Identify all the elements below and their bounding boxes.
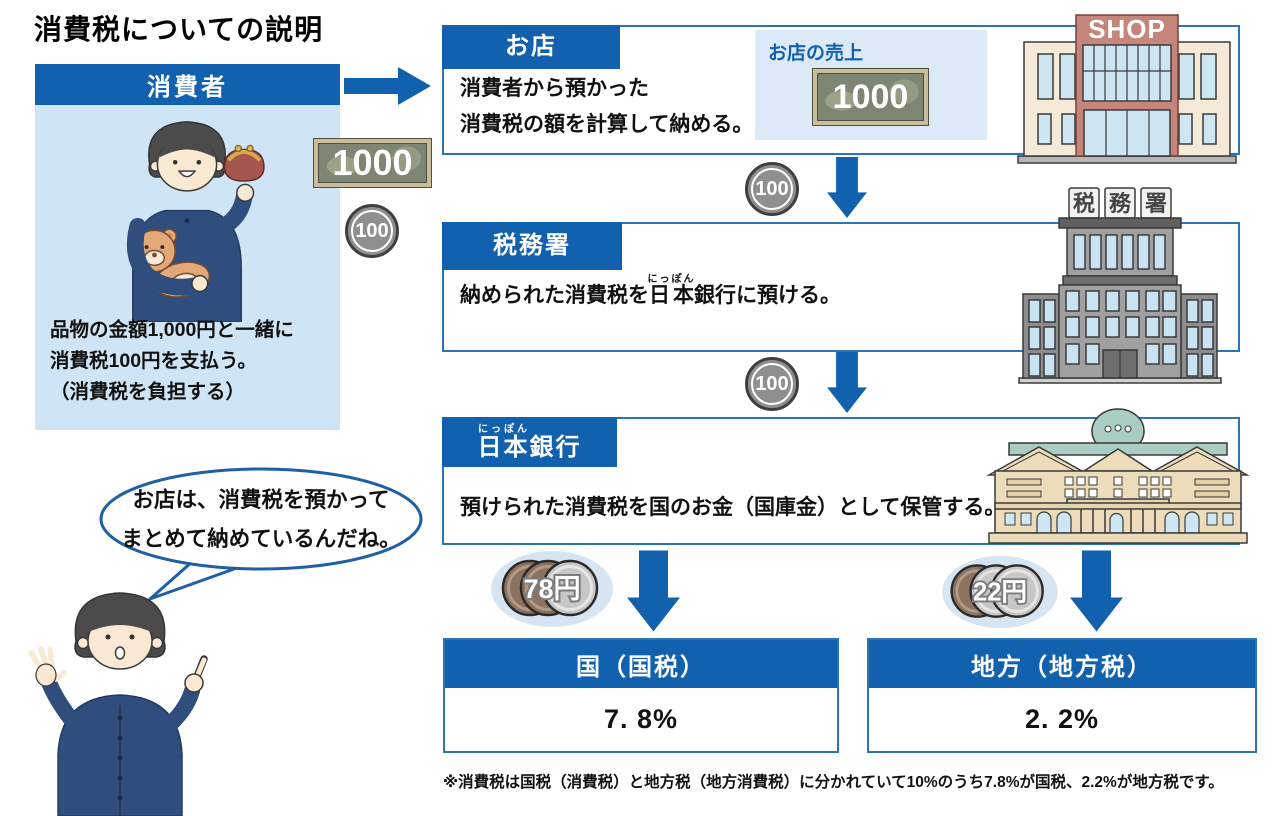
shop-building-illustration: SHOP (1017, 14, 1237, 164)
taxoffice-sign-char: 税 (1073, 191, 1095, 216)
consumer-person-illustration (126, 121, 265, 322)
boj-building-illustration (986, 408, 1250, 544)
coin-100-shop-to-taxoffice: 100 (745, 162, 799, 216)
speech-bubble (99, 467, 423, 601)
shop-sales-label: お店の売上 (768, 43, 864, 64)
coin-100-value: 100 (755, 177, 789, 200)
coin-100-taxoffice-to-boj: 100 (745, 357, 799, 411)
sales-banknote-1000-value: 1000 (817, 73, 924, 121)
arrow-boj-to-national (627, 550, 680, 632)
consumer-description-line: 消費税100円を支払う。 (50, 350, 257, 372)
boj-ruby: 日本にっぽん (477, 424, 530, 461)
arrow-shop-to-taxoffice (827, 157, 867, 218)
coin-100: 100 (345, 204, 399, 258)
taxoffice-sign-char: 務 (1109, 191, 1132, 216)
consumer-panel-header: 消費者 (35, 64, 340, 105)
boj-header-text: 銀行 (529, 433, 582, 461)
coins-22yen-value: 22円 (973, 579, 1027, 607)
consumer-description: 品物の金額1,000円と一緒に 消費税100円を支払う。 （消費税を負担する） (50, 315, 294, 408)
ruby-furigana: にっぽん (647, 274, 696, 285)
local-tax-rate: 2. 2% (1024, 704, 1100, 734)
taxoffice-building-illustration: 税 務 署 (1018, 187, 1222, 384)
speech-bubble-line: お店は、消費税を預かって (132, 488, 390, 512)
taxoffice-description-text: 納められた消費税を (460, 284, 649, 307)
arrow-boj-to-local (1070, 550, 1123, 632)
shop-description-line: 消費税の額を計算して納める。 (460, 113, 754, 136)
taxoffice-sign-char: 署 (1144, 191, 1167, 216)
local-tax-box: 地方（地方税） 2. 2% (867, 638, 1257, 753)
ruby-base: 日本 (477, 433, 530, 461)
local-tax-header: 地方（地方税） (869, 640, 1255, 688)
banknote-1000: 1000 (313, 138, 432, 188)
taxoffice-ruby: 日本にっぽん (647, 274, 696, 307)
taxoffice-description: 納められた消費税を日本にっぽん銀行に預ける。 (460, 274, 841, 309)
coin-100-value: 100 (355, 219, 389, 242)
coins-22yen: 22円 (942, 555, 1058, 629)
consumer-description-line: （消費税を負担する） (50, 381, 246, 403)
national-tax-rate: 7. 8% (603, 704, 679, 734)
national-tax-box: 国（国税） 7. 8% (443, 638, 839, 753)
national-tax-header: 国（国税） (445, 640, 837, 688)
sales-banknote-1000: 1000 (812, 68, 929, 126)
arrow-taxoffice-to-boj (827, 352, 867, 413)
coins-78yen: 78円 (491, 551, 613, 627)
pointing-person-illustration (28, 592, 208, 816)
shop-sales-panel: お店の売上 1000 (755, 30, 987, 140)
shop-building-sign: SHOP (1088, 14, 1166, 44)
coin-purse-illustration (223, 144, 265, 182)
shop-panel-header: お店 (442, 25, 620, 69)
shop-description-line: 消費者から預かった (460, 77, 649, 100)
coins-78yen-value: 78円 (523, 574, 580, 604)
speech-bubble-text: お店は、消費税を預かって まとめて納めているんだね。 (106, 481, 416, 559)
shop-description: 消費者から預かった 消費税の額を計算して納める。 (460, 71, 753, 143)
coin-100-value: 100 (755, 372, 789, 395)
taxoffice-description-text: 銀行に預ける。 (694, 284, 841, 307)
page-title: 消費税についての説明 (34, 14, 324, 45)
ruby-base: 日本 (647, 284, 696, 307)
footnote: ※消費税は国税（消費税）と地方税（地方消費税）に分かれていて10%のうち7.8%… (443, 774, 1224, 791)
consumer-panel: 消費者 (35, 64, 340, 430)
banknote-1000-value: 1000 (318, 142, 427, 183)
boj-panel-header: 日本にっぽん銀行 (442, 417, 617, 467)
consumer-description-line: 品物の金額1,000円と一緒に (50, 319, 294, 341)
boj-description: 預けられた消費税を国のお金（国庫金）として保管する。 (460, 496, 1006, 519)
ruby-furigana: にっぽん (477, 423, 530, 435)
taxoffice-panel-header: 税務署 (442, 222, 622, 270)
arrow-consumer-to-shop (344, 67, 431, 105)
speech-bubble-line: まとめて納めているんだね。 (121, 527, 401, 551)
